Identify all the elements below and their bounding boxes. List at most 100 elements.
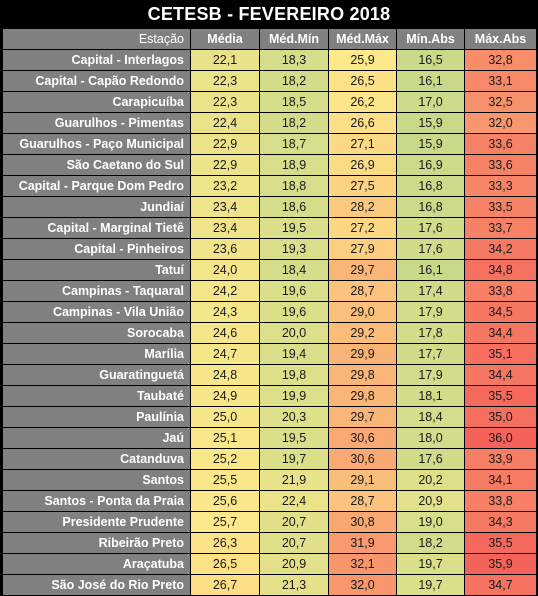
cell-med-max: 29,0 xyxy=(328,301,397,323)
table-row: São José do Rio Preto 26,7 21,3 32,0 19,7 34,… xyxy=(2,574,537,596)
cell-media: 22,9 xyxy=(190,154,260,176)
cell-med-max: 30,6 xyxy=(328,427,397,449)
cell-max-abs: 35,9 xyxy=(464,553,537,575)
cell-min-abs: 15,9 xyxy=(396,112,465,134)
cell-med-max: 29,8 xyxy=(328,385,397,407)
cell-media: 24,7 xyxy=(190,343,260,365)
table-row: Capital - Pinheiros 23,6 19,3 27,9 17,6 34,2 xyxy=(2,238,537,260)
cell-med-min: 18,4 xyxy=(259,259,329,281)
cell-med-max: 28,7 xyxy=(328,490,397,512)
cell-media: 25,5 xyxy=(190,469,260,491)
cell-min-abs: 18,0 xyxy=(396,427,465,449)
cell-max-abs: 33,6 xyxy=(464,133,537,155)
cell-station: Jaú xyxy=(2,427,191,449)
table-row: Catanduva 25,2 19,7 30,6 17,6 33,9 xyxy=(2,448,537,470)
cell-max-abs: 35,0 xyxy=(464,406,537,428)
cell-med-max: 26,5 xyxy=(328,70,397,92)
cell-media: 24,9 xyxy=(190,385,260,407)
cell-station: Taubaté xyxy=(2,385,191,407)
table-row: Santos - Ponta da Praia 25,6 22,4 28,7 20,9 3… xyxy=(2,490,537,512)
cell-max-abs: 34,5 xyxy=(464,301,537,323)
cell-max-abs: 34,8 xyxy=(464,259,537,281)
cell-station: São José do Rio Preto xyxy=(2,574,191,596)
cell-station: Marília xyxy=(2,343,191,365)
cell-min-abs: 18,2 xyxy=(396,532,465,554)
cell-station: Santos - Ponta da Praia xyxy=(2,490,191,512)
cell-med-max: 29,9 xyxy=(328,343,397,365)
cell-min-abs: 17,9 xyxy=(396,301,465,323)
table-row: Araçatuba 26,5 20,9 32,1 19,7 35,9 xyxy=(2,553,537,575)
table-row: Campinas - Vila União 24,3 19,6 29,0 17,9 34,… xyxy=(2,301,537,323)
cell-media: 22,3 xyxy=(190,91,260,113)
cell-min-abs: 16,9 xyxy=(396,154,465,176)
cell-med-min: 21,9 xyxy=(259,469,329,491)
cell-max-abs: 35,5 xyxy=(464,385,537,407)
cell-media: 22,9 xyxy=(190,133,260,155)
cell-media: 23,6 xyxy=(190,238,260,260)
table-row: Tatuí 24,0 18,4 29,7 16,1 34,8 xyxy=(2,259,537,281)
table-row: Taubaté 24,9 19,9 29,8 18,1 35,5 xyxy=(2,385,537,407)
cell-media: 23,4 xyxy=(190,196,260,218)
cell-min-abs: 18,1 xyxy=(396,385,465,407)
cell-media: 23,2 xyxy=(190,175,260,197)
table-row: Guaratinguetá 24,8 19,8 29,8 17,9 34,4 xyxy=(2,364,537,386)
header-med-max: Méd.Máx xyxy=(328,28,397,50)
cell-med-max: 31,9 xyxy=(328,532,397,554)
cell-station: Capital - Interlagos xyxy=(2,49,191,71)
cell-station: Guaratinguetá xyxy=(2,364,191,386)
cell-med-min: 18,9 xyxy=(259,154,329,176)
cell-max-abs: 33,8 xyxy=(464,490,537,512)
cell-max-abs: 32,8 xyxy=(464,49,537,71)
table-row: Marília 24,7 19,4 29,9 17,7 35,1 xyxy=(2,343,537,365)
cell-max-abs: 34,7 xyxy=(464,574,537,596)
cell-min-abs: 16,8 xyxy=(396,175,465,197)
table-title: CETESB - FEVEREIRO 2018 xyxy=(147,4,391,24)
cell-max-abs: 34,4 xyxy=(464,322,537,344)
cell-med-min: 18,2 xyxy=(259,112,329,134)
table-row: Capital - Parque Dom Pedro 23,2 18,8 27,5 16… xyxy=(2,175,537,197)
cell-med-max: 29,2 xyxy=(328,322,397,344)
header-row: Estação Média Méd.Mín Méd.Máx Mín.Abs Má… xyxy=(2,28,537,50)
cell-med-max: 29,8 xyxy=(328,364,397,386)
table-row: Paulínia 25,0 20,3 29,7 18,4 35,0 xyxy=(2,406,537,428)
cell-med-min: 18,5 xyxy=(259,91,329,113)
cell-max-abs: 34,1 xyxy=(464,469,537,491)
cell-med-max: 28,7 xyxy=(328,280,397,302)
cell-media: 25,2 xyxy=(190,448,260,470)
cell-med-max: 25,9 xyxy=(328,49,397,71)
cell-media: 25,6 xyxy=(190,490,260,512)
cell-med-min: 20,0 xyxy=(259,322,329,344)
cell-med-min: 19,5 xyxy=(259,427,329,449)
cell-min-abs: 15,9 xyxy=(396,133,465,155)
table-row: Capital - Capão Redondo 22,3 18,2 26,5 16,1 3… xyxy=(2,70,537,92)
cell-min-abs: 16,5 xyxy=(396,49,465,71)
table-row: Jundiaí 23,4 18,6 28,2 16,8 33,5 xyxy=(2,196,537,218)
cell-med-max: 30,8 xyxy=(328,511,397,533)
cell-station: Paulínia xyxy=(2,406,191,428)
cell-min-abs: 16,1 xyxy=(396,259,465,281)
cell-station: Ribeirão Preto xyxy=(2,532,191,554)
header-media: Média xyxy=(190,28,260,50)
cell-max-abs: 33,1 xyxy=(464,70,537,92)
cell-media: 25,7 xyxy=(190,511,260,533)
cell-max-abs: 33,6 xyxy=(464,154,537,176)
cell-med-max: 26,2 xyxy=(328,91,397,113)
cell-media: 26,5 xyxy=(190,553,260,575)
cell-min-abs: 20,2 xyxy=(396,469,465,491)
cell-min-abs: 19,7 xyxy=(396,553,465,575)
cell-station: Presidente Prudente xyxy=(2,511,191,533)
table-row: Capital - Marginal Tietê 23,4 19,5 27,2 17,6… xyxy=(2,217,537,239)
table-row: Jaú 25,1 19,5 30,6 18,0 36,0 xyxy=(2,427,537,449)
cell-max-abs: 32,5 xyxy=(464,91,537,113)
cell-med-min: 20,9 xyxy=(259,553,329,575)
header-station: Estação xyxy=(2,28,191,50)
cell-media: 26,3 xyxy=(190,532,260,554)
cell-max-abs: 34,3 xyxy=(464,511,537,533)
cell-med-min: 19,6 xyxy=(259,301,329,323)
cell-max-abs: 33,9 xyxy=(464,448,537,470)
header-min-abs: Mín.Abs xyxy=(396,28,465,50)
header-med-min: Méd.Mín xyxy=(259,28,329,50)
cell-med-min: 18,3 xyxy=(259,49,329,71)
cell-station: Sorocaba xyxy=(2,322,191,344)
cell-med-min: 20,7 xyxy=(259,511,329,533)
